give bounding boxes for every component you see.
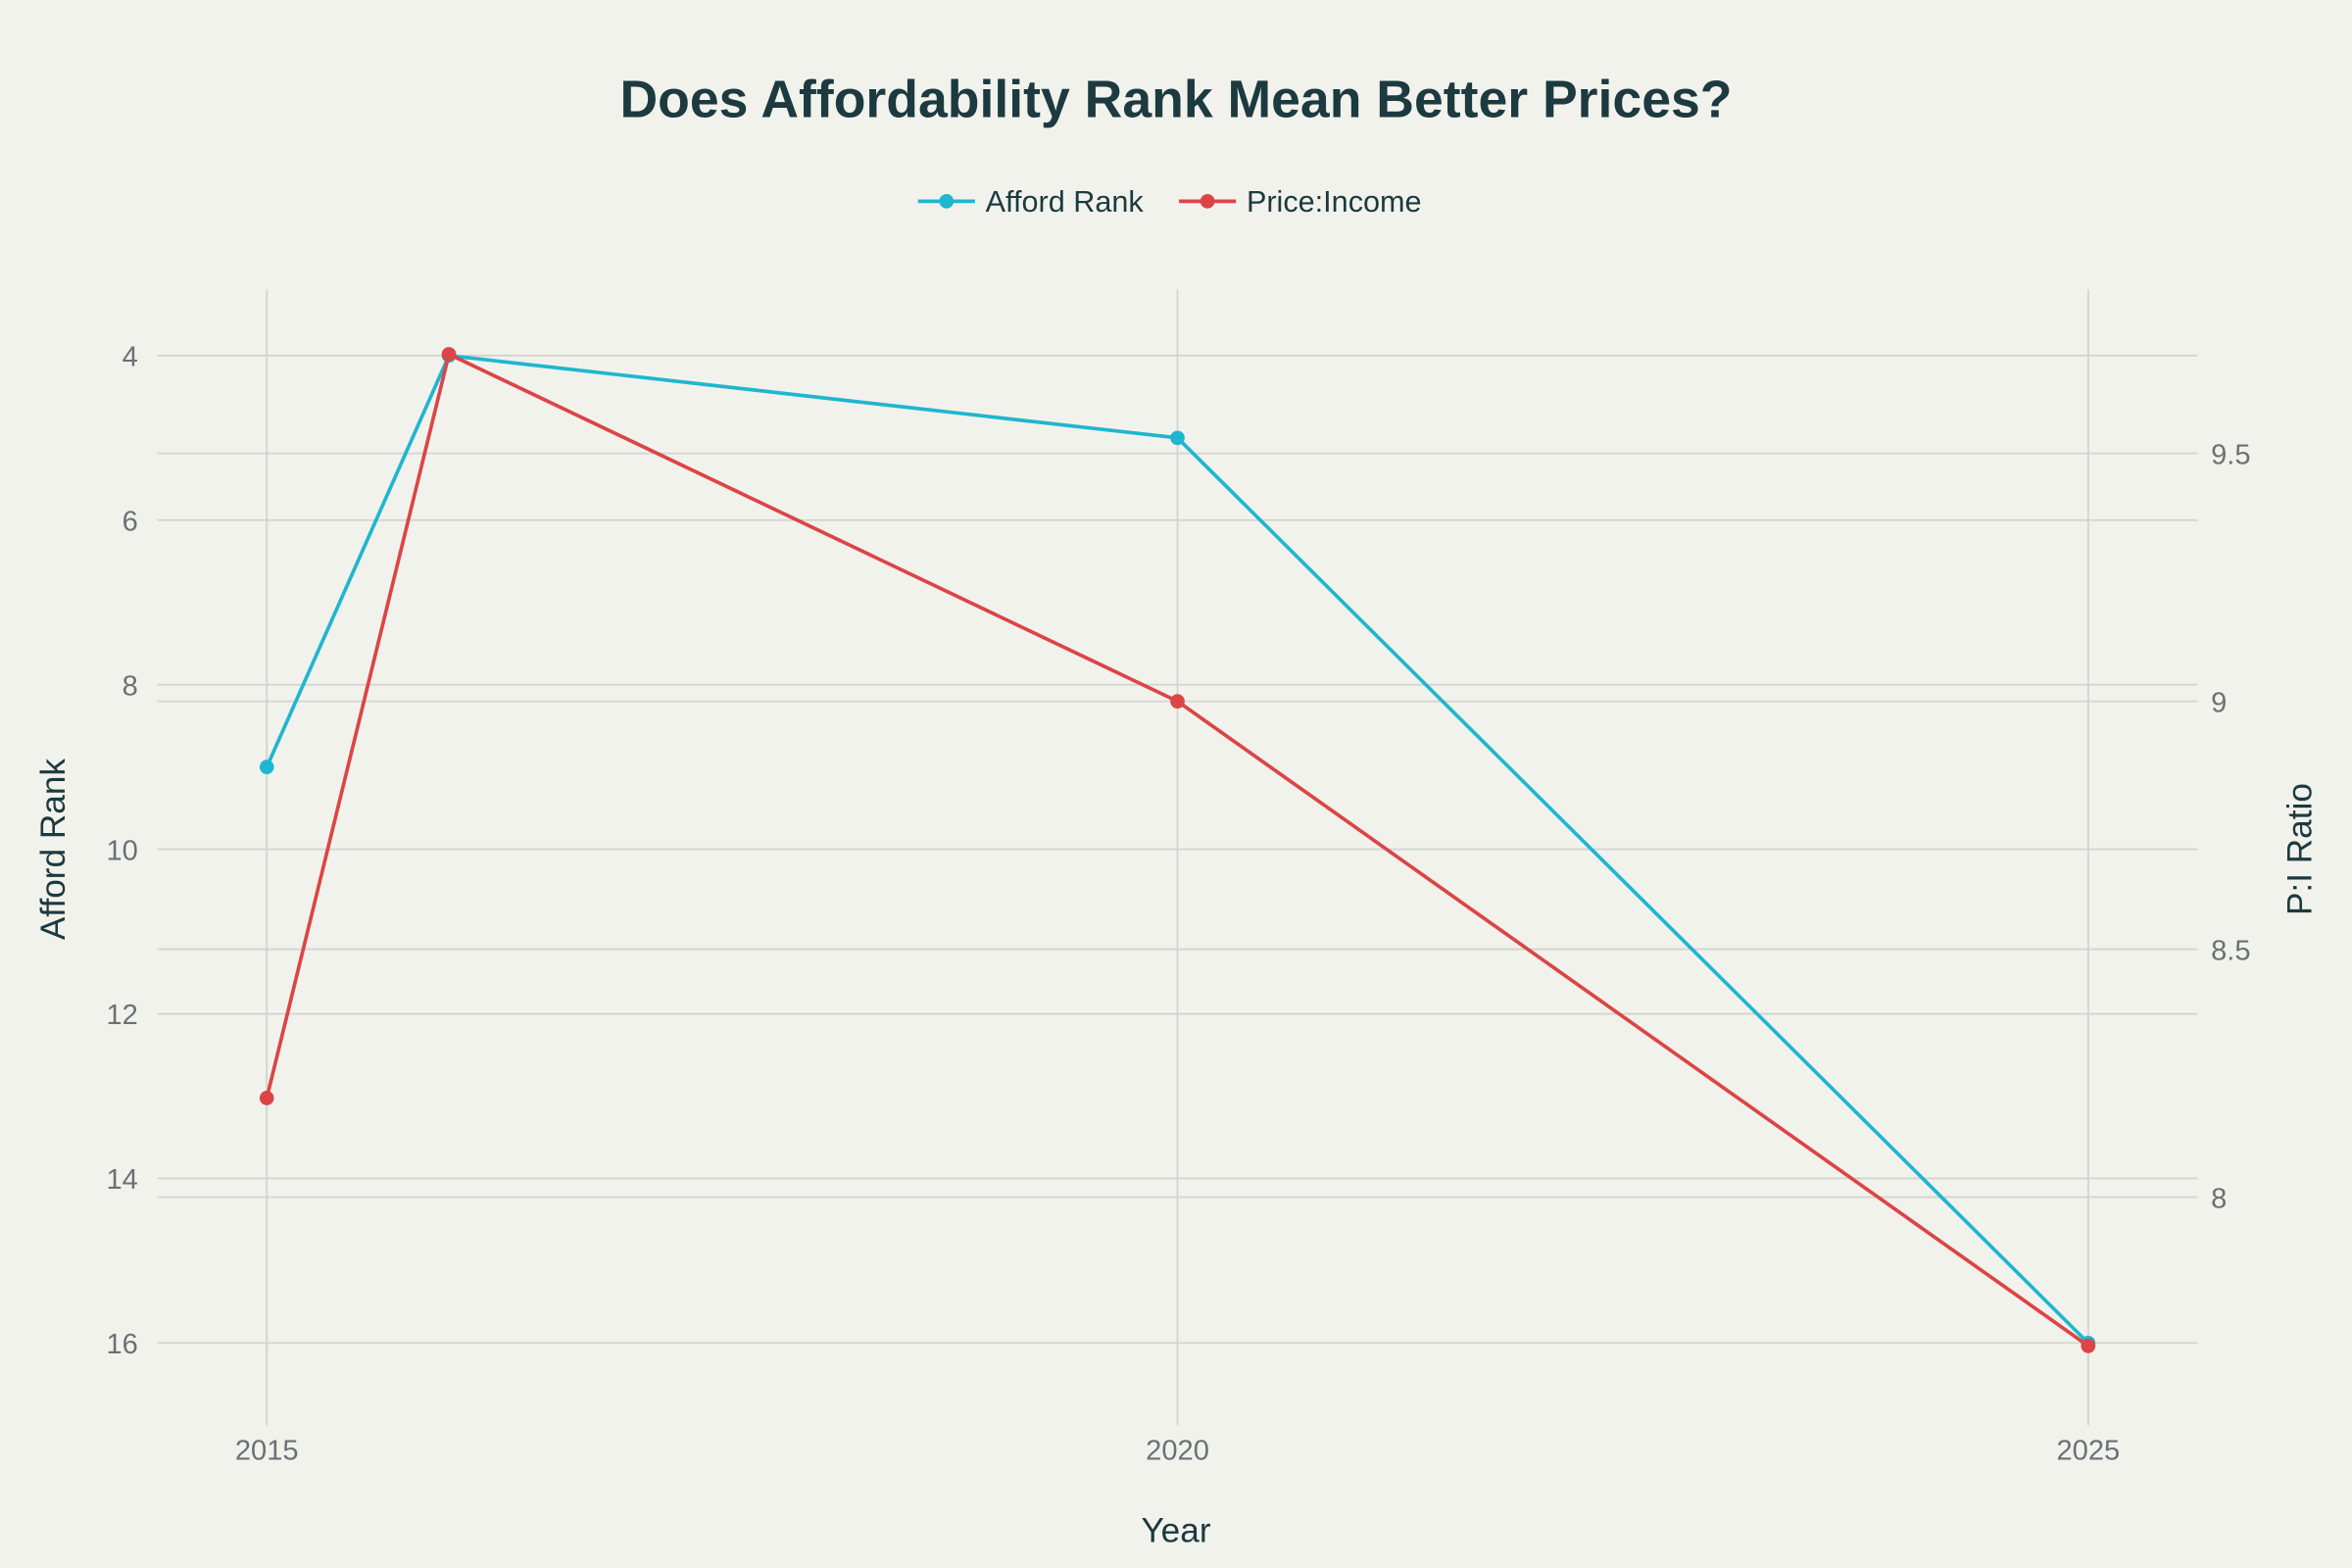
ticks: 2015 2020 2025 4 6 8 10 12 14 16 8 8.5 9 9.5 xyxy=(106,342,2250,1467)
y-tick-label: 4 xyxy=(122,342,138,373)
x-axis-title: Year xyxy=(1141,1512,1210,1550)
afford-rank-point xyxy=(1170,430,1185,446)
x-tick-label: 2025 xyxy=(2056,1436,2120,1467)
legend-price-income-label: Price:Income xyxy=(1247,185,1422,219)
x-tick-label: 2020 xyxy=(1146,1436,1209,1467)
price-income-point xyxy=(1170,694,1185,709)
y-tick-label: 12 xyxy=(106,1000,137,1031)
y-axis-title: Afford Rank xyxy=(34,759,73,941)
y2-tick-label: 8.5 xyxy=(2211,935,2250,966)
legend: Afford Rank Price:Income xyxy=(917,185,1422,219)
grid xyxy=(157,289,2198,1426)
y-tick-label: 8 xyxy=(122,670,138,702)
y-tick-label: 16 xyxy=(106,1329,137,1360)
legend-price-income-marker xyxy=(1200,194,1215,209)
chart-title: Does Affordability Rank Mean Better Pric… xyxy=(619,72,1732,129)
y-tick-label: 6 xyxy=(122,506,138,537)
price-income-point xyxy=(2081,1339,2096,1353)
y-tick-label: 14 xyxy=(106,1164,137,1196)
price-income-point xyxy=(441,347,457,362)
y2-tick-label: 8 xyxy=(2211,1183,2227,1214)
price-income-point xyxy=(259,1091,274,1105)
y-tick-label: 10 xyxy=(106,835,137,866)
legend-afford-rank-marker xyxy=(939,194,955,209)
y2-tick-label: 9 xyxy=(2211,687,2227,718)
price-income-line xyxy=(265,351,2089,1348)
y2-axis-title: P:I Ratio xyxy=(2281,783,2320,915)
legend-afford-rank-label: Afford Rank xyxy=(986,185,1145,219)
y2-tick-label: 9.5 xyxy=(2211,439,2250,470)
series-layer xyxy=(259,347,2096,1353)
x-tick-label: 2015 xyxy=(235,1436,299,1467)
afford-rank-line xyxy=(265,353,2090,1345)
afford-rank-point xyxy=(259,760,274,774)
